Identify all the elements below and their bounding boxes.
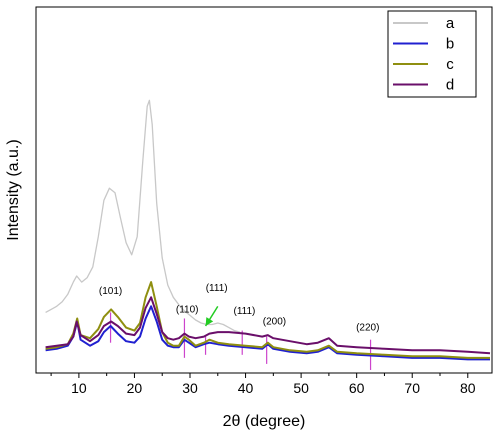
- x-tick-label: 80: [460, 380, 476, 396]
- x-tick-label: 60: [349, 380, 365, 396]
- miller-index-label: (220): [356, 323, 379, 334]
- x-tick-label: 20: [127, 380, 143, 396]
- x-tick-label: 50: [293, 380, 309, 396]
- legend-label-a: a: [446, 15, 455, 32]
- legend-label-d: d: [446, 77, 454, 94]
- axes-frame: [35, 6, 493, 374]
- annotation-arrow-head: [205, 317, 214, 327]
- x-tick-label: 40: [238, 380, 254, 396]
- legend-box: [387, 10, 477, 98]
- x-tick-label: 70: [404, 380, 420, 396]
- x-axis: 10 20 30 40 50 60 70 80: [50, 373, 476, 396]
- x-tick-label: 10: [71, 380, 87, 396]
- miller-index-label: (110): [176, 304, 199, 315]
- legend-label-b: b: [446, 36, 454, 53]
- miller-index-label: (200): [263, 317, 286, 328]
- legend-label-c: c: [446, 56, 454, 73]
- x-tick-label: 30: [182, 380, 198, 396]
- series-line-b: [45, 305, 490, 361]
- miller-index-label: (101): [99, 286, 122, 297]
- miller-index-label: (111): [234, 306, 256, 317]
- x-axis-label: 2θ (degree): [223, 413, 306, 430]
- series-line-c: [45, 281, 490, 359]
- miller-index-label: (111): [206, 283, 228, 294]
- y-axis-label: Intensity (a.u.): [5, 139, 22, 240]
- series-line-d: [45, 296, 491, 355]
- plot-area: (101) (110) (111) (111) (200) (220): [45, 99, 491, 370]
